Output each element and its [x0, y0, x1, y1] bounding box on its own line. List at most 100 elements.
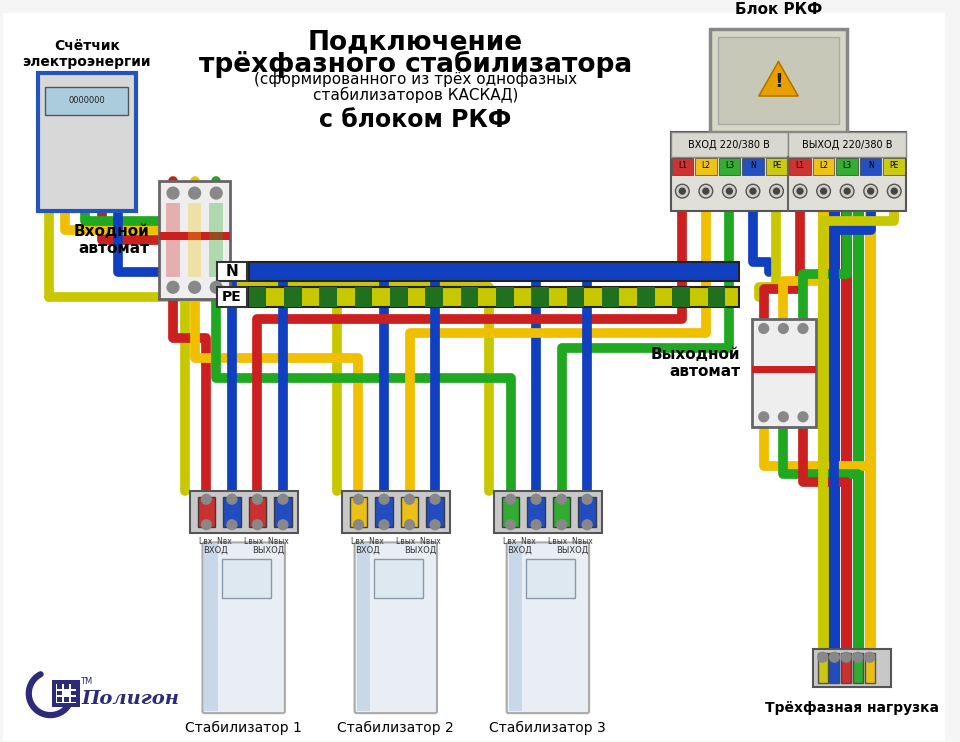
- Bar: [719, 158, 740, 175]
- Text: L2: L2: [702, 161, 710, 170]
- Text: Полигон: Полигон: [82, 690, 180, 709]
- Bar: [159, 181, 230, 299]
- Text: с блоком РКФ: с блоком РКФ: [320, 108, 512, 132]
- Circle shape: [557, 494, 566, 504]
- Text: Lвх  Nвх: Lвх Nвх: [199, 536, 231, 545]
- Bar: [159, 232, 230, 240]
- Circle shape: [770, 184, 783, 198]
- Bar: [71, 683, 76, 689]
- Text: Счётчик
электроэнергии: Счётчик электроэнергии: [22, 39, 151, 69]
- Text: 0000000: 0000000: [68, 96, 105, 105]
- Circle shape: [252, 494, 262, 504]
- Bar: [829, 653, 839, 683]
- Text: Выходной
автомат: Выходной автомат: [651, 347, 740, 379]
- Circle shape: [829, 652, 839, 662]
- Bar: [58, 691, 62, 695]
- Circle shape: [278, 520, 288, 530]
- Circle shape: [210, 187, 222, 199]
- Text: ВЫХОД 220/380 В: ВЫХОД 220/380 В: [802, 140, 893, 150]
- Circle shape: [202, 494, 211, 504]
- Text: трёхфазного стабилизатора: трёхфазного стабилизатора: [199, 50, 632, 78]
- Bar: [198, 497, 215, 527]
- Bar: [249, 262, 739, 281]
- Bar: [390, 287, 408, 307]
- Polygon shape: [758, 62, 798, 96]
- Text: L1: L1: [796, 161, 804, 170]
- Circle shape: [531, 520, 541, 530]
- FancyBboxPatch shape: [203, 542, 285, 713]
- Bar: [853, 653, 863, 683]
- Bar: [670, 132, 788, 157]
- Text: TM: TM: [80, 677, 92, 686]
- Text: N: N: [750, 161, 756, 170]
- Circle shape: [699, 184, 712, 198]
- Circle shape: [723, 184, 736, 198]
- Circle shape: [582, 520, 592, 530]
- Circle shape: [746, 184, 759, 198]
- Text: Стабилизатор 1: Стабилизатор 1: [185, 721, 302, 735]
- Text: Lвых  Nвых: Lвых Nвых: [396, 536, 441, 545]
- Bar: [602, 287, 619, 307]
- Bar: [58, 683, 62, 689]
- Text: L3: L3: [843, 161, 852, 170]
- Circle shape: [353, 520, 364, 530]
- Bar: [354, 287, 372, 307]
- Bar: [566, 287, 585, 307]
- Circle shape: [430, 520, 440, 530]
- Circle shape: [821, 188, 827, 194]
- Circle shape: [278, 494, 288, 504]
- Circle shape: [167, 187, 179, 199]
- Bar: [275, 497, 292, 527]
- Bar: [209, 203, 223, 278]
- Circle shape: [844, 188, 851, 194]
- Circle shape: [818, 652, 828, 662]
- Text: L2: L2: [819, 161, 828, 170]
- Text: ВХОД: ВХОД: [203, 545, 228, 554]
- Bar: [818, 653, 828, 683]
- Text: (сформированного из трёх однофазных: (сформированного из трёх однофазных: [253, 73, 577, 88]
- Bar: [375, 497, 393, 527]
- Circle shape: [779, 412, 788, 421]
- Text: Стабилизатор 3: Стабилизатор 3: [490, 721, 607, 735]
- Bar: [57, 683, 76, 703]
- Circle shape: [531, 494, 541, 504]
- Text: PE: PE: [772, 161, 781, 170]
- Bar: [578, 497, 596, 527]
- Bar: [349, 497, 368, 527]
- Circle shape: [506, 494, 516, 504]
- FancyBboxPatch shape: [507, 542, 589, 713]
- Text: Lвх  Nвх: Lвх Nвх: [503, 536, 536, 545]
- Text: L1: L1: [678, 161, 686, 170]
- Bar: [496, 287, 514, 307]
- Bar: [836, 158, 858, 175]
- Bar: [223, 497, 241, 527]
- Text: Lвх  Nвх: Lвх Nвх: [351, 536, 384, 545]
- Text: Lвых  Nвых: Lвых Nвых: [244, 536, 289, 545]
- Text: Блок РКФ: Блок РКФ: [734, 2, 822, 18]
- Circle shape: [868, 188, 874, 194]
- Circle shape: [202, 520, 211, 530]
- Text: ВХОД 220/380 В: ВХОД 220/380 В: [688, 140, 770, 150]
- Circle shape: [676, 184, 689, 198]
- Circle shape: [750, 188, 756, 194]
- Bar: [400, 497, 419, 527]
- Bar: [320, 287, 337, 307]
- Circle shape: [379, 520, 389, 530]
- Circle shape: [189, 187, 201, 199]
- Bar: [204, 545, 218, 711]
- Text: N: N: [226, 264, 238, 279]
- Bar: [553, 497, 570, 527]
- Text: ВХОД: ВХОД: [355, 545, 380, 554]
- Bar: [671, 158, 693, 175]
- Bar: [709, 29, 847, 132]
- Bar: [45, 87, 128, 114]
- Circle shape: [430, 494, 440, 504]
- Circle shape: [864, 184, 877, 198]
- Text: ВЫХОД: ВЫХОД: [556, 545, 588, 554]
- Bar: [461, 287, 478, 307]
- Circle shape: [227, 520, 237, 530]
- Bar: [526, 559, 575, 598]
- Bar: [37, 73, 135, 211]
- Bar: [64, 683, 69, 689]
- Bar: [342, 491, 449, 533]
